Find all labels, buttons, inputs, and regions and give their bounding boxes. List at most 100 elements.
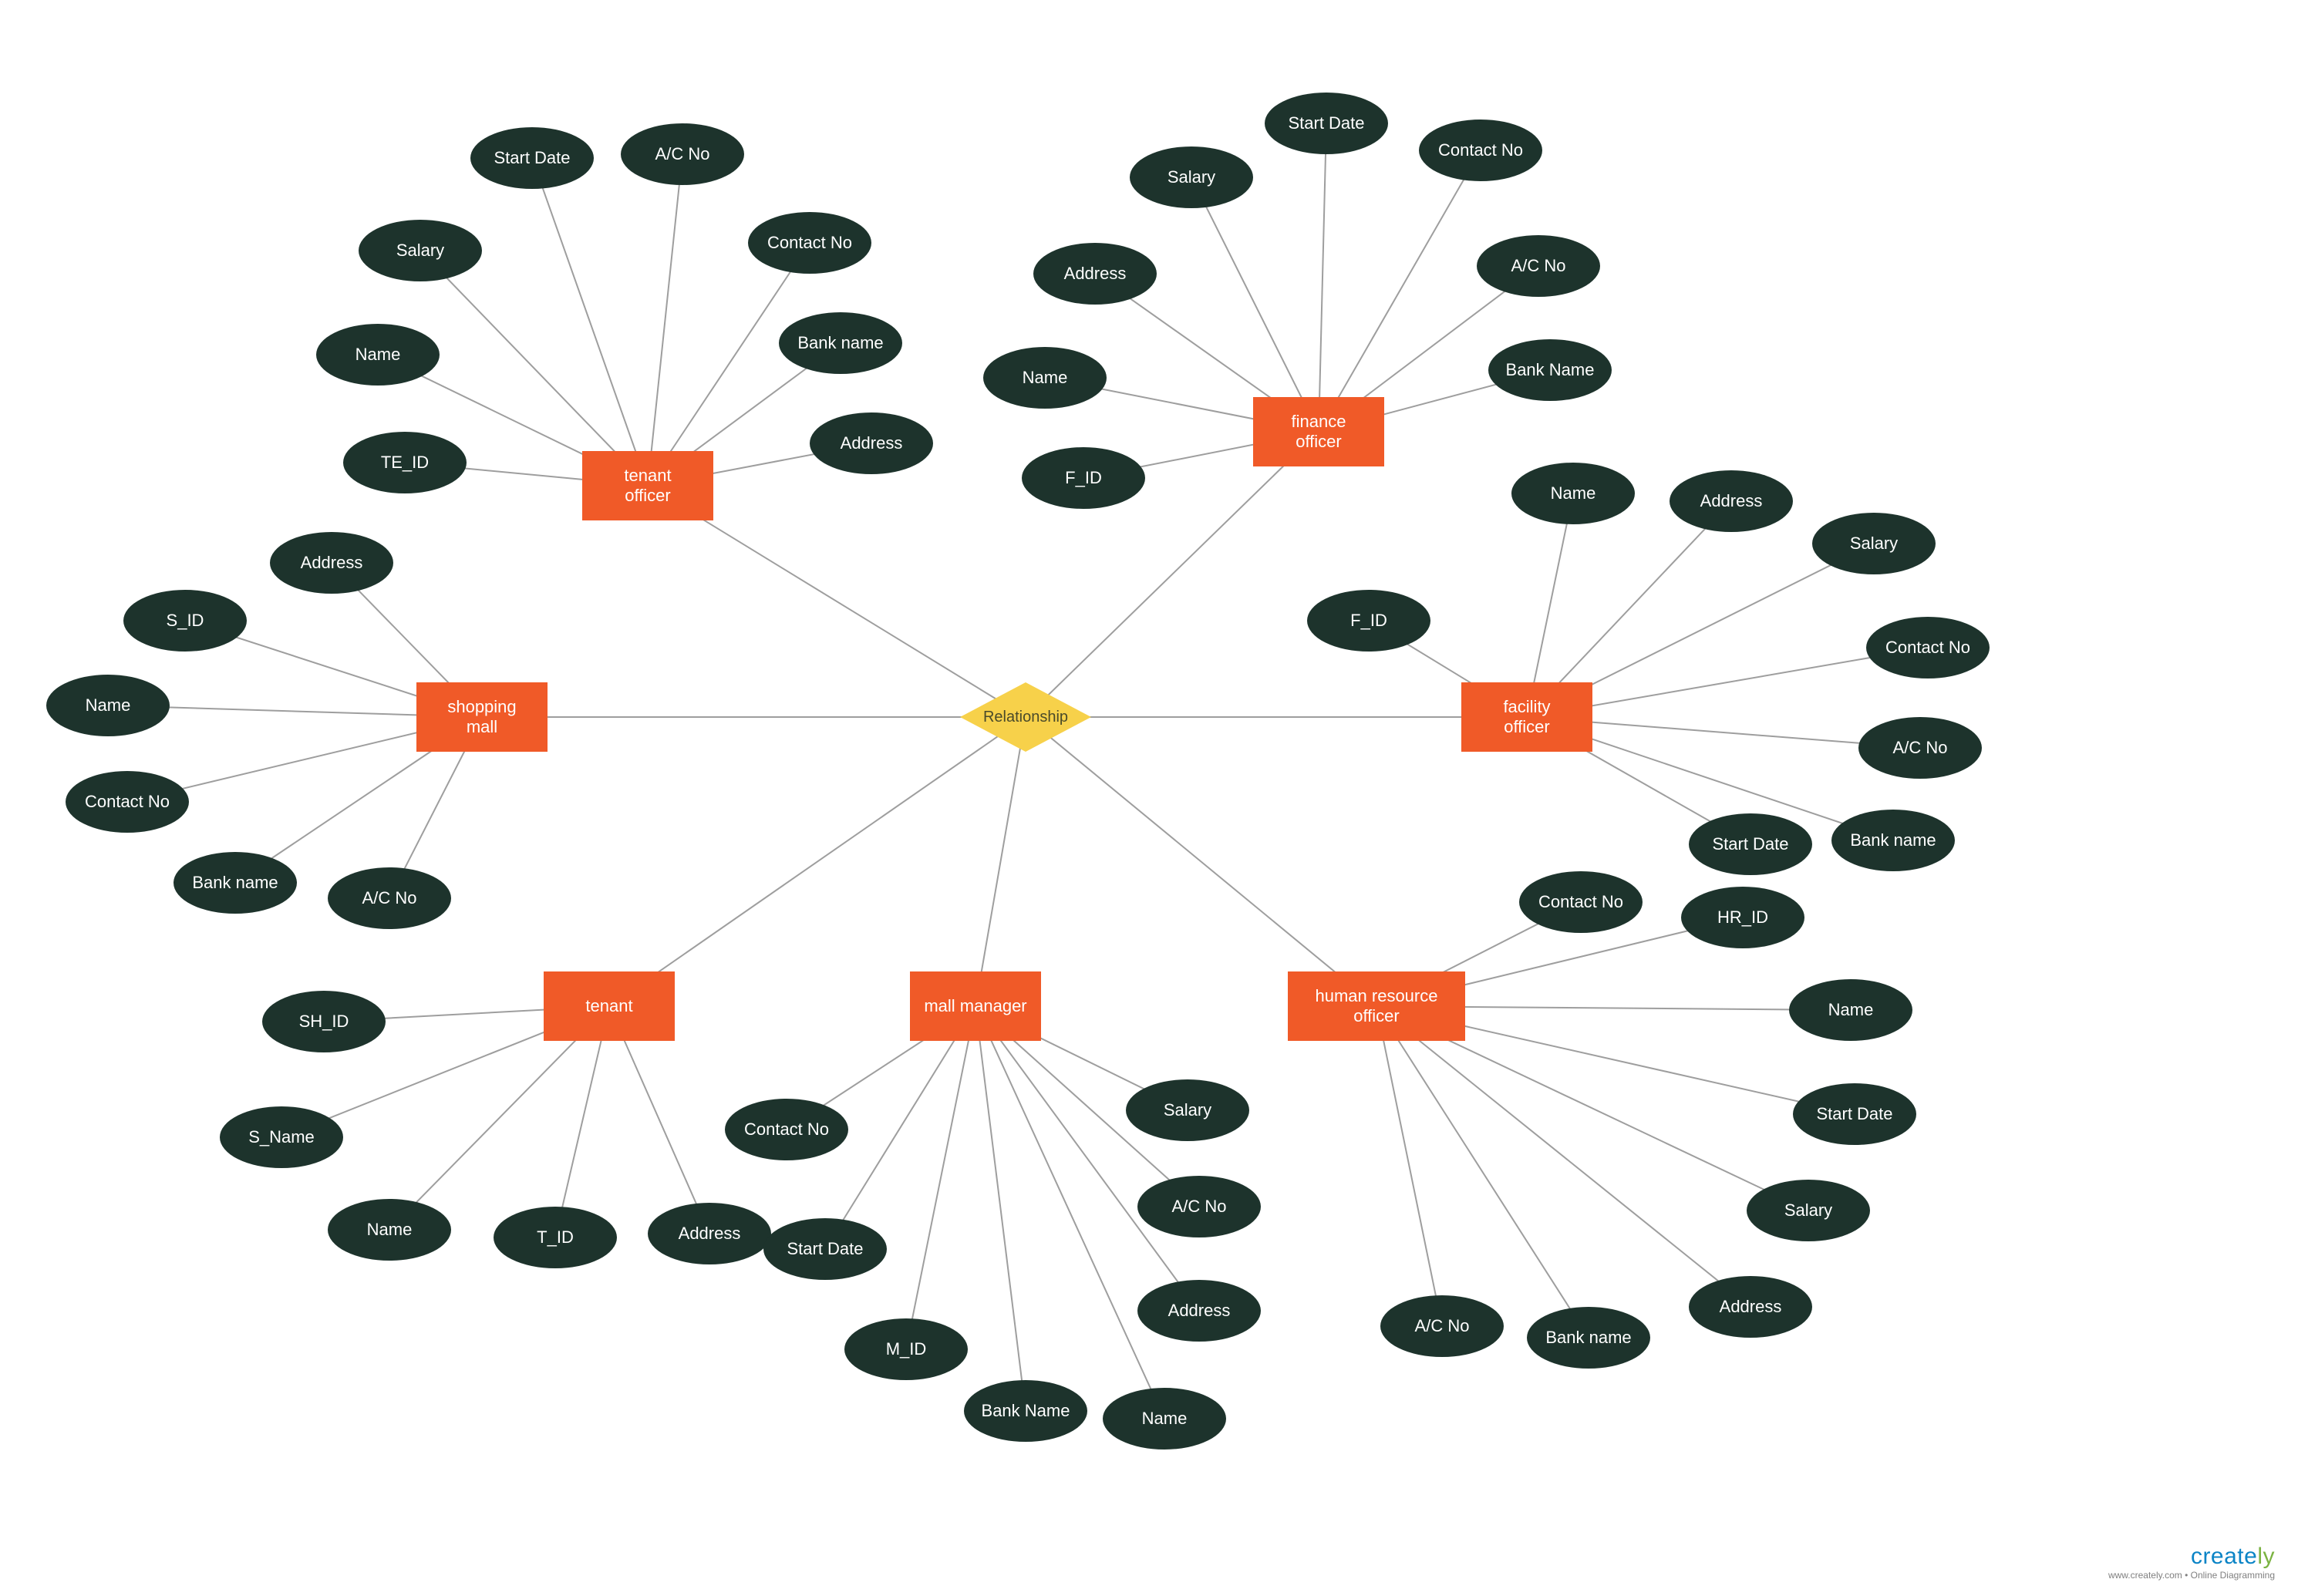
attr-hr_officer-7: A/C No: [1380, 1295, 1504, 1357]
attr-hr_officer-2: Name: [1789, 979, 1912, 1041]
attr-mall_manager-0-label: Contact No: [744, 1120, 829, 1140]
attr-shopping_mall-2-label: Name: [86, 695, 131, 716]
edges-layer: [0, 0, 2298, 1596]
attr-mall_manager-4-label: Name: [1142, 1409, 1188, 1429]
attr-tenant-1: S_Name: [220, 1106, 343, 1168]
attr-hr_officer-0-label: Contact No: [1538, 892, 1623, 912]
entity-shopping_mall-label: shoppingmall: [447, 697, 516, 738]
attr-mall_manager-7: Salary: [1126, 1079, 1249, 1141]
attr-facility_officer-1: Name: [1511, 463, 1635, 524]
entity-tenant-label: tenant: [585, 996, 632, 1016]
attr-finance_officer-4-label: Start Date: [1288, 113, 1364, 133]
entity-facility_officer-label: facilityofficer: [1503, 697, 1550, 738]
attr-mall_manager-3: Bank Name: [964, 1380, 1087, 1442]
attr-mall_manager-6-label: A/C No: [1172, 1197, 1227, 1217]
attr-tenant_officer-6-label: Bank name: [797, 333, 883, 353]
entity-finance_officer: financeofficer: [1253, 397, 1384, 466]
attr-mall_manager-5: Address: [1137, 1280, 1261, 1342]
attr-facility_officer-7-label: Start Date: [1712, 834, 1788, 854]
attr-facility_officer-7: Start Date: [1689, 813, 1812, 875]
attr-hr_officer-3-label: Start Date: [1816, 1104, 1892, 1124]
attr-finance_officer-6: A/C No: [1477, 235, 1600, 297]
attr-mall_manager-0: Contact No: [725, 1099, 848, 1160]
attr-tenant_officer-3: Start Date: [470, 127, 594, 189]
watermark: creately www.creately.com • Online Diagr…: [2108, 1544, 2275, 1581]
attr-facility_officer-4: Contact No: [1866, 617, 1990, 678]
watermark-brand: creately: [2108, 1544, 2275, 1570]
attr-facility_officer-3: Salary: [1812, 513, 1936, 574]
attr-shopping_mall-3: Contact No: [66, 771, 189, 833]
attr-shopping_mall-0: Address: [270, 532, 393, 594]
attr-facility_officer-2-label: Address: [1700, 491, 1763, 511]
attr-tenant_officer-0-label: TE_ID: [381, 453, 429, 473]
entity-tenant_officer-label: tenantofficer: [624, 466, 671, 507]
attr-shopping_mall-2: Name: [46, 675, 170, 736]
attr-facility_officer-6: Bank name: [1831, 810, 1955, 871]
attr-tenant-2-label: Name: [367, 1220, 413, 1240]
attr-tenant_officer-0: TE_ID: [343, 432, 467, 493]
entity-hr_officer-label: human resourceofficer: [1316, 986, 1438, 1027]
attr-mall_manager-2: M_ID: [844, 1318, 968, 1380]
attr-shopping_mall-4: Bank name: [174, 852, 297, 914]
attr-finance_officer-3-label: Salary: [1168, 167, 1215, 187]
attr-tenant_officer-6: Bank name: [779, 312, 902, 374]
attr-hr_officer-4: Salary: [1747, 1180, 1870, 1241]
attr-mall_manager-3-label: Bank Name: [982, 1401, 1070, 1421]
attr-finance_officer-0-label: F_ID: [1065, 468, 1102, 488]
attr-finance_officer-0: F_ID: [1022, 447, 1145, 509]
attr-tenant-1-label: S_Name: [248, 1127, 315, 1147]
relationship-diamond: Relationship: [960, 682, 1091, 752]
attr-finance_officer-5: Contact No: [1419, 120, 1542, 181]
attr-shopping_mall-4-label: Bank name: [192, 873, 278, 893]
attr-finance_officer-2-label: Address: [1064, 264, 1127, 284]
entity-hr_officer: human resourceofficer: [1288, 971, 1465, 1041]
attr-facility_officer-4-label: Contact No: [1885, 638, 1970, 658]
attr-hr_officer-1-label: HR_ID: [1717, 907, 1768, 928]
attr-facility_officer-3-label: Salary: [1850, 534, 1898, 554]
attr-facility_officer-2: Address: [1670, 470, 1793, 532]
entity-mall_manager: mall manager: [910, 971, 1041, 1041]
er-diagram-canvas: creately www.creately.com • Online Diagr…: [0, 0, 2298, 1596]
attr-tenant-0-label: SH_ID: [299, 1012, 349, 1032]
attr-hr_officer-0: Contact No: [1519, 871, 1643, 933]
attr-hr_officer-3: Start Date: [1793, 1083, 1916, 1145]
entity-finance_officer-label: financeofficer: [1292, 412, 1346, 453]
attr-tenant-0: SH_ID: [262, 991, 386, 1052]
attr-finance_officer-7-label: Bank Name: [1506, 360, 1595, 380]
attr-finance_officer-1: Name: [983, 347, 1107, 409]
attr-tenant_officer-5: Contact No: [748, 212, 871, 274]
attr-tenant_officer-3-label: Start Date: [494, 148, 570, 168]
attr-facility_officer-0-label: F_ID: [1350, 611, 1387, 631]
entity-tenant: tenant: [544, 971, 675, 1041]
attr-finance_officer-3: Salary: [1130, 146, 1253, 208]
attr-hr_officer-7-label: A/C No: [1415, 1316, 1470, 1336]
attr-hr_officer-6-label: Bank name: [1545, 1328, 1631, 1348]
attr-hr_officer-5: Address: [1689, 1276, 1812, 1338]
attr-hr_officer-1: HR_ID: [1681, 887, 1804, 948]
attr-facility_officer-5: A/C No: [1858, 717, 1982, 779]
attr-mall_manager-4: Name: [1103, 1388, 1226, 1450]
relationship-label: Relationship: [983, 708, 1068, 726]
attr-shopping_mall-0-label: Address: [301, 553, 363, 573]
attr-facility_officer-6-label: Bank name: [1850, 830, 1936, 850]
attr-shopping_mall-5: A/C No: [328, 867, 451, 929]
attr-finance_officer-1-label: Name: [1023, 368, 1068, 388]
attr-tenant_officer-5-label: Contact No: [767, 233, 852, 253]
attr-shopping_mall-5-label: A/C No: [362, 888, 417, 908]
attr-hr_officer-2-label: Name: [1828, 1000, 1874, 1020]
watermark-tagline: www.creately.com • Online Diagramming: [2108, 1570, 2275, 1581]
attr-finance_officer-7: Bank Name: [1488, 339, 1612, 401]
attr-facility_officer-1-label: Name: [1551, 483, 1596, 503]
attr-finance_officer-2: Address: [1033, 243, 1157, 305]
attr-hr_officer-5-label: Address: [1720, 1297, 1782, 1317]
attr-tenant-4-label: Address: [679, 1224, 741, 1244]
attr-mall_manager-6: A/C No: [1137, 1176, 1261, 1237]
attr-tenant_officer-2: Salary: [359, 220, 482, 281]
attr-hr_officer-6: Bank name: [1527, 1307, 1650, 1369]
attr-shopping_mall-3-label: Contact No: [85, 792, 170, 812]
attr-mall_manager-2-label: M_ID: [886, 1339, 927, 1359]
attr-tenant_officer-1: Name: [316, 324, 440, 386]
attr-tenant_officer-7-label: Address: [841, 433, 903, 453]
attr-facility_officer-0: F_ID: [1307, 590, 1430, 652]
attr-tenant-4: Address: [648, 1203, 771, 1264]
